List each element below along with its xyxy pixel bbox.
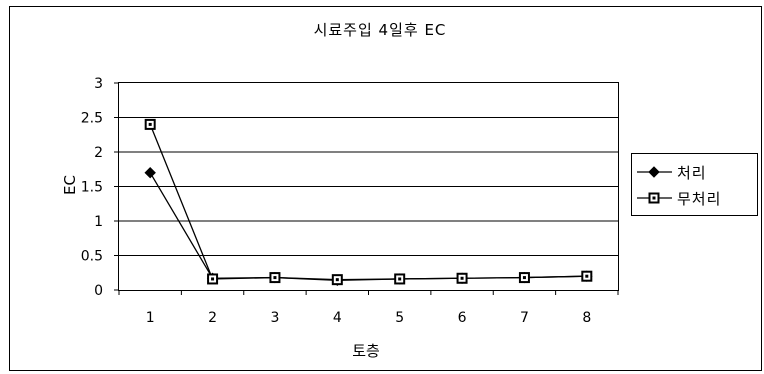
y-tick-label: 1: [94, 214, 103, 230]
marker-square-center: [522, 276, 526, 280]
y-tick-label: 0: [94, 283, 103, 299]
x-tick-label: 7: [520, 310, 529, 326]
data-point: [518, 272, 530, 284]
legend-marker: [648, 192, 660, 204]
marker-square-center: [148, 122, 152, 126]
y-tick-label: 2: [94, 145, 103, 161]
series-line: [149, 124, 587, 281]
x-tick-label: 3: [270, 310, 279, 326]
marker-square-center: [585, 274, 589, 278]
series-2: [144, 118, 593, 286]
x-tick-label: 5: [395, 310, 404, 326]
x-tick-label: 4: [333, 310, 342, 326]
y-tick-label: 3: [94, 76, 103, 92]
x-axis-ticks: 1 2 3 4 5 6 7 8: [118, 290, 619, 326]
x-tick-label: 6: [458, 310, 467, 326]
series-layer: [144, 118, 593, 287]
data-point: [207, 273, 219, 285]
data-point: [144, 118, 156, 130]
marker-square-center: [460, 276, 464, 280]
chart-title: 시료주입 4일후 EC: [314, 21, 447, 39]
data-point: [269, 272, 281, 284]
data-point: [581, 270, 593, 282]
y-tick-label: 0.5: [81, 249, 103, 265]
data-point: [394, 273, 406, 285]
plot-area: 0 0.5 1 1.5 2 2.5 3 1 2 3 4 5 6 7 8: [81, 76, 619, 326]
marker-square-center: [398, 277, 402, 281]
marker-square-center: [211, 277, 215, 281]
x-axis-title: 토층: [352, 342, 380, 360]
y-tick-label: 1.5: [81, 180, 103, 196]
legend-item: 무처리: [637, 190, 721, 208]
x-tick-label: 8: [582, 310, 591, 326]
marker-square-center: [273, 276, 277, 280]
legend-item: 처리: [637, 164, 707, 182]
x-tick-label: 1: [146, 310, 155, 326]
legend-label: 처리: [677, 164, 707, 182]
gridlines: [119, 117, 618, 256]
data-point: [144, 166, 156, 179]
marker-square-center: [335, 278, 339, 282]
legend-label: 무처리: [677, 190, 721, 208]
legend-border: [631, 153, 758, 216]
marker-square-center: [652, 196, 656, 200]
data-point: [456, 272, 468, 284]
data-point: [331, 274, 343, 286]
x-tick-label: 2: [208, 310, 217, 326]
y-axis-title: EC: [61, 175, 79, 195]
y-axis-ticks: 0 0.5 1 1.5 2 2.5 3: [81, 76, 119, 299]
y-tick-label: 2.5: [81, 111, 103, 127]
legend-marker: [648, 166, 660, 178]
